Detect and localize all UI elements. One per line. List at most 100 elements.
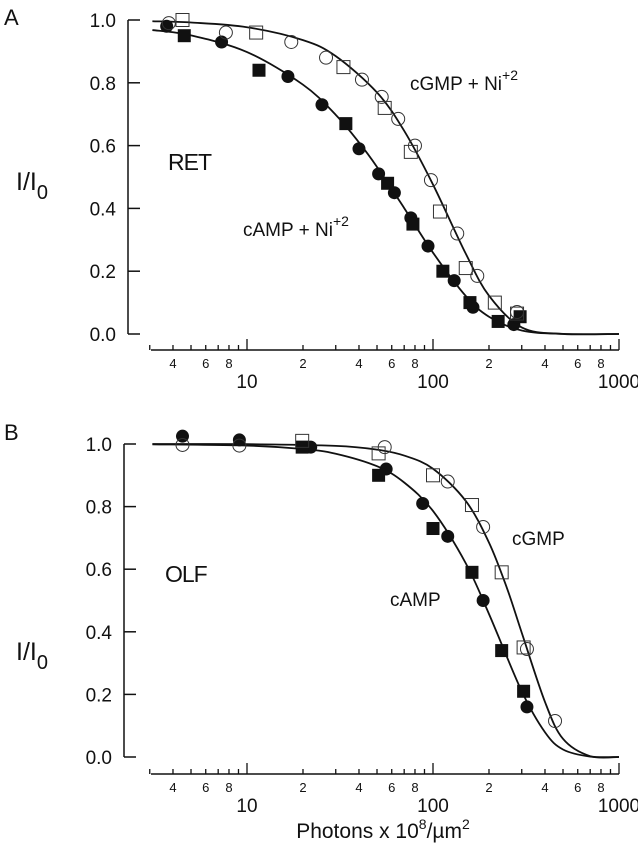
panel-b-x-major-tick-label: 100 [417,796,449,817]
panel-b-x-minor-tick-label: 8 [225,780,232,795]
panel-a-fit-curve-5 [152,20,620,336]
panel-a-point-open-circle [161,16,176,31]
panel-a-point-open-square [458,261,473,276]
panel-b-point-filled-square [465,565,479,579]
panel-b-point-open-circle [440,474,455,489]
panel-b-point-open-square [464,498,479,513]
panel-b-point-filled-square [426,522,440,536]
panel-a-point-open-circle [354,72,369,87]
panel-a-point-filled-circle [421,239,435,253]
panel-a-point-open-circle [284,34,299,49]
panel-a-point-open-circle [319,50,334,65]
panel-a-x-minor-tick-label: 2 [485,356,492,371]
panel-b-plot: 0.0 0.2 0.4 0.6 0.8 1.0 4 6 8 2 4 6 8 2 4 6 8 10 100 1000 [86,429,638,817]
panel-a-point-open-square [377,100,392,115]
panel-a-point-filled-square [381,176,395,190]
panel-a-ylabel-subscript: 0 [37,182,48,204]
annotation-olf: OLF [165,561,208,587]
panel-b-x-minor-tick-label: 6 [202,780,209,795]
panel-a-y-tick-label: 0.6 [90,137,116,158]
x-axis-title: Photons x 108/µm2 [296,816,470,843]
panel-a-x-minor-tick-label: 4 [541,356,548,371]
panel-a-point-open-circle [218,25,233,40]
panel-a-y-tick-label: 0.4 [90,199,117,220]
panel-b-point-open-square [426,468,440,483]
annotation-camp: cAMP [390,590,441,611]
annotation-cgmp: cGMP [512,529,565,550]
panel-a-point-open-square [510,306,525,321]
annotation-camp-ni: cAMP + Ni+2 [243,213,349,241]
panel-b-point-filled-circle [476,594,490,607]
panel-a-point-filled-circle [315,98,329,112]
panel-b-point-open-square [371,446,386,461]
panel-a-x-minor-tick-label: 6 [202,356,209,371]
panel-a-x-major-tick-label: 100 [417,372,449,393]
panel-a-point-open-square [336,60,351,75]
panel-b-y-tick-label: 1.0 [86,435,112,456]
panel-b-point-filled-circle [416,496,430,510]
panel-a-x-minor-tick-label: 8 [225,356,232,371]
panel-a-y-tick-label: 0.0 [90,325,116,346]
panel-a-ylabel: I/I0 [16,168,48,204]
panel-b-y-tick-label: 0.8 [86,498,112,519]
panel-a-x-minor-tick-label: 8 [597,356,604,371]
panel-b-point-filled-square [517,684,531,698]
panel-a-point-filled-square [491,314,505,328]
panel-b-x-major-tick-label: 10 [236,796,257,817]
panel-b-label: B [4,420,19,445]
panel-a-plot: 0.0 0.2 0.4 0.6 0.8 1.0 4 6 8 2 4 6 8 2 4 6 8 10 100 1000 [90,11,638,393]
panel-b-point-open-square [516,640,531,655]
panel-a-point-filled-square [339,117,353,131]
panel-b-ylabel-subscript: 0 [37,652,48,674]
panel-a-point-filled-square [252,63,266,77]
panel-b-x-minor-tick-label: 4 [355,780,362,795]
panel-a-x-minor-tick-label: 8 [411,356,418,371]
panel-b-x-major-tick-label: 1000 [598,796,638,817]
annotation-cgmp-ni: cGMP + Ni+2 [410,67,518,95]
panel-a-point-open-square [432,204,447,219]
panel-a-point-open-square [175,13,190,27]
panel-b-x-minor-tick-label: 4 [169,780,176,795]
panel-b-x-minor-tick-label: 6 [574,780,581,795]
panel-a-x-major-tick-label: 10 [236,372,257,393]
panel-a-point-filled-square [513,310,527,324]
panel-b-point-open-circle [175,437,190,452]
panel-a-x-minor-tick-label: 6 [574,356,581,371]
panel-a-point-filled-square [463,296,477,310]
panel-a-y-tick-label: 0.2 [90,262,116,283]
panel-b-point-open-circle [476,519,491,534]
panel-b-point-open-circle [232,438,247,453]
panel-a-x-minor-tick-label: 4 [355,356,362,371]
panel-a-point-filled-circle [281,70,295,84]
panel-a-label: A [4,5,19,30]
panel-a-point-open-circle [423,173,438,188]
panel-b-y-tick-label: 0.2 [86,685,112,706]
panel-b-fit-curve-5 [152,443,620,759]
panel-a-y-tick-label: 1.0 [90,11,116,32]
panel-b-ylabel: I/I0 [16,638,48,674]
panel-a-point-open-square [249,25,264,40]
panel-b-x-minor-tick-label: 6 [388,780,395,795]
panel-b-point-filled-circle [232,433,246,447]
panel-b-x-minor-tick-label: 2 [299,780,306,795]
panel-a-point-open-square [487,295,502,310]
panel-b-point-open-square [295,433,310,448]
panel-a-point-open-circle [391,111,406,126]
panel-b-point-filled-square [495,644,509,658]
panel-a-x-minor-tick-label: 4 [169,356,176,371]
panel-b-y-tick-label: 0.4 [86,623,113,644]
panel-b-x-minor-tick-label: 4 [541,780,548,795]
panel-a-point-open-circle [470,268,485,283]
panel-a-point-open-circle [374,89,389,104]
panel-a-point-filled-square [177,29,191,43]
panel-b-x-minor-tick-label: 8 [411,780,418,795]
panel-b-y-tick-label: 0.6 [86,560,112,581]
panel-a-x-minor-tick-label: 6 [388,356,395,371]
panel-a-point-open-square [403,144,418,159]
panel-b-point-open-circle [548,714,563,729]
panel-a-x-minor-tick-label: 2 [299,356,306,371]
panel-b-y-tick-label: 0.0 [86,748,112,769]
panel-a-point-open-circle [450,226,465,241]
panel-a-point-filled-square [406,217,420,231]
